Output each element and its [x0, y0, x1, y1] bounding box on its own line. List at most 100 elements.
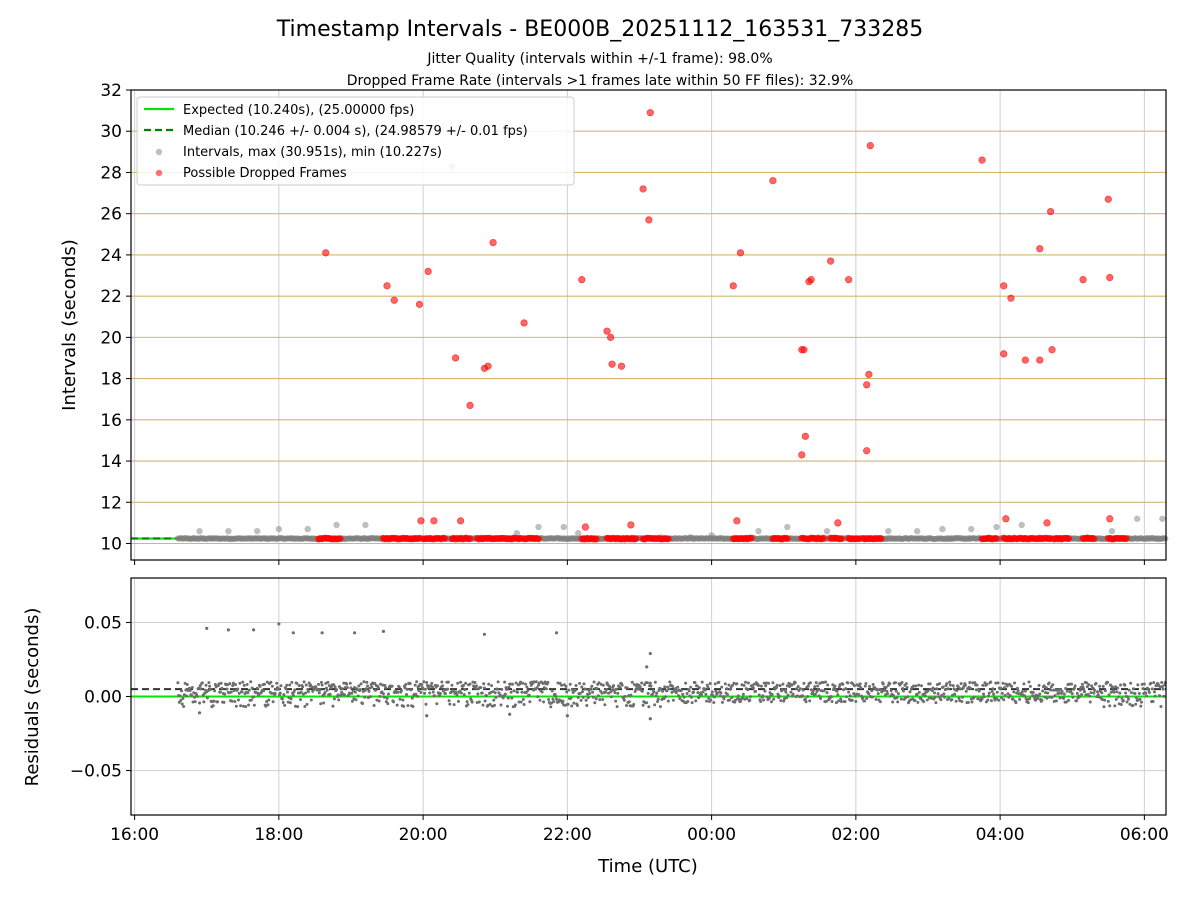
residual-point [331, 704, 335, 708]
residual-point [1026, 701, 1030, 705]
residual-point [775, 686, 779, 690]
residual-point [650, 692, 654, 696]
residual-point [1073, 684, 1077, 688]
residual-point [756, 684, 760, 688]
residual-point [1064, 700, 1068, 704]
residual-point [808, 699, 812, 703]
residual-point [262, 689, 266, 693]
residual-point [718, 694, 722, 698]
residual-point [917, 690, 921, 694]
residual-point [546, 680, 550, 684]
residual-point [601, 683, 605, 687]
residual-point [467, 691, 471, 695]
residual-point [1102, 705, 1106, 709]
residual-point [519, 700, 523, 704]
residual-point [197, 711, 202, 715]
residual-point [663, 685, 667, 689]
residual-point [682, 695, 686, 699]
residual-point [935, 687, 939, 691]
residual-point [280, 697, 284, 701]
residual-point [708, 681, 712, 685]
residual-point [982, 695, 986, 699]
dropped-frame-point [1104, 195, 1112, 203]
residual-point [1151, 700, 1155, 704]
residual-point [270, 691, 274, 695]
residual-point [226, 628, 230, 632]
residual-point [612, 684, 616, 688]
residual-point [751, 686, 755, 690]
residual-point [681, 692, 685, 696]
residual-point [406, 704, 410, 708]
residual-point [606, 691, 610, 695]
residual-point [477, 700, 481, 704]
residual-point [332, 683, 336, 687]
residual-point [269, 680, 273, 684]
residual-point [945, 682, 949, 686]
residual-point [566, 702, 570, 706]
residual-point [1000, 696, 1004, 700]
residual-point [240, 690, 244, 694]
residual-point [414, 692, 418, 696]
residual-point [584, 698, 588, 702]
residual-point [249, 698, 253, 702]
residual-point [1119, 683, 1123, 687]
residual-point [763, 689, 767, 693]
residual-point [754, 689, 758, 693]
residual-point [658, 705, 662, 709]
legend-median-label: Median (10.246 +/- 0.004 s), (24.98579 +… [183, 124, 528, 139]
residual-point [601, 697, 605, 701]
residual-point [258, 684, 262, 688]
residual-point [425, 680, 429, 684]
dropped-frame-point [863, 381, 871, 389]
residual-point [1124, 691, 1128, 695]
residual-point [402, 704, 406, 708]
residual-point [1072, 686, 1076, 690]
interval-point [968, 525, 975, 533]
residual-point [640, 681, 644, 685]
top-y-tick-label: 18 [100, 370, 122, 390]
residual-point [1147, 688, 1151, 692]
residual-point [779, 699, 783, 703]
dropped-frame-point [484, 362, 492, 370]
residual-point [574, 684, 578, 688]
residual-point [744, 680, 748, 684]
residual-point [970, 700, 974, 704]
residual-point [854, 700, 858, 704]
residual-point [588, 692, 592, 696]
residual-point [507, 685, 511, 689]
residual-point [648, 681, 652, 685]
residual-point [1078, 688, 1082, 692]
residual-point [534, 680, 538, 684]
residual-point [894, 681, 898, 685]
residual-point [317, 691, 321, 695]
residual-point [605, 681, 609, 685]
residual-point [249, 680, 253, 684]
residual-point [514, 681, 518, 685]
residual-point [213, 689, 217, 693]
residual-point [922, 700, 926, 704]
residual-point [586, 696, 590, 700]
residual-point [481, 703, 485, 707]
dropped-frame-point [430, 517, 438, 525]
residual-point [581, 695, 585, 699]
residual-point [374, 688, 378, 692]
residual-point [630, 680, 634, 684]
residual-point [645, 665, 649, 669]
residual-point [301, 685, 305, 689]
residual-point [927, 696, 931, 700]
residual-point [925, 698, 929, 702]
residual-point [896, 700, 900, 704]
chart-title: Timestamp Intervals - BE000B_20251112_16… [276, 17, 923, 42]
residual-point [456, 699, 460, 703]
residual-point [648, 651, 652, 656]
residual-point [961, 695, 965, 699]
residual-point [354, 698, 358, 702]
residual-point [440, 680, 444, 684]
residual-point [309, 698, 313, 702]
residual-point [415, 680, 419, 684]
residual-point [182, 705, 186, 709]
residual-point [629, 693, 633, 697]
residual-point [423, 691, 427, 695]
residual-point [483, 699, 487, 703]
residual-point [317, 682, 321, 686]
